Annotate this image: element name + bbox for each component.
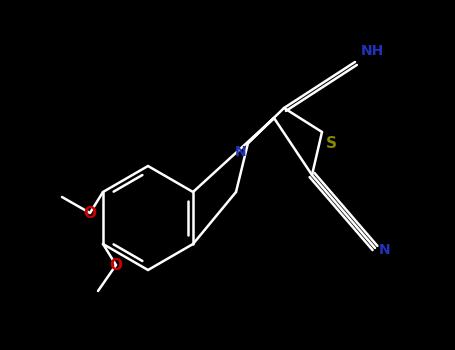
Text: O: O — [110, 258, 122, 273]
Text: NH: NH — [361, 44, 384, 58]
Text: N: N — [234, 145, 246, 159]
Text: S: S — [326, 136, 337, 151]
Text: N: N — [379, 243, 391, 257]
Text: O: O — [84, 205, 96, 220]
